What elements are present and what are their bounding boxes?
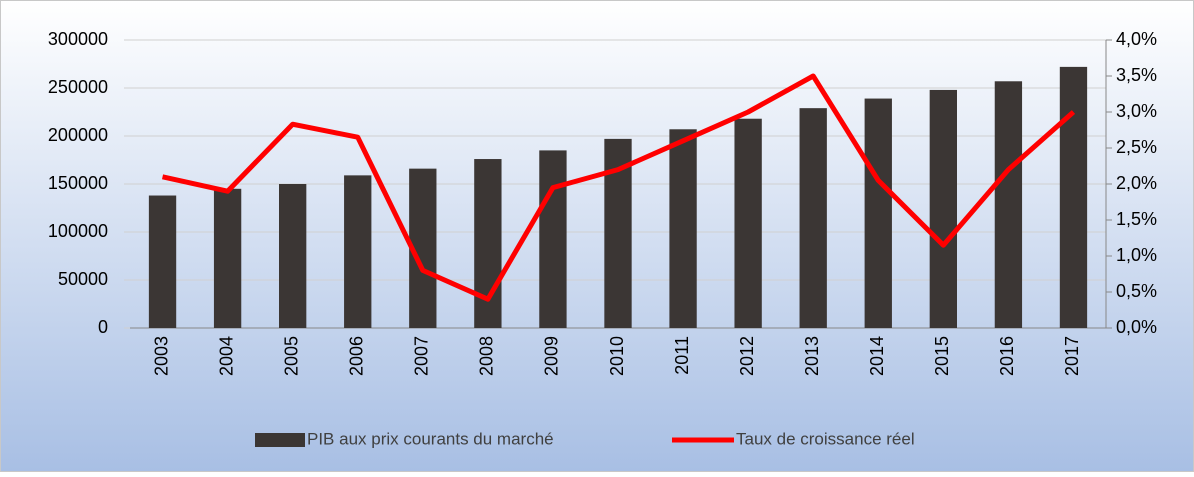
bar — [279, 184, 307, 328]
bar — [929, 89, 957, 328]
x-tick-label: 2003 — [151, 336, 171, 376]
x-tick-label: 2005 — [281, 336, 301, 376]
bar — [539, 150, 567, 328]
line — [161, 73, 1076, 302]
y2-tick-label: 1,5% — [1116, 209, 1157, 229]
y-tick-label: 100000 — [48, 221, 108, 241]
bar — [213, 188, 242, 328]
y2-tick-label: 0,5% — [1116, 281, 1157, 301]
bar — [474, 159, 502, 328]
x-tick-label: 2012 — [737, 336, 757, 376]
legend-label: Taux de croissance réel — [736, 429, 915, 448]
bar — [734, 118, 762, 328]
y-tick-label: 300000 — [48, 29, 108, 49]
bar — [1059, 66, 1088, 328]
x-tick-label: 2010 — [607, 336, 627, 376]
x-tick-label: 2006 — [346, 336, 366, 376]
x-tick-label: 2011 — [672, 336, 692, 375]
y-tick-label: 150000 — [48, 173, 108, 193]
bar — [344, 175, 372, 328]
bar — [799, 108, 827, 328]
y2-tick-label: 0,0% — [1116, 317, 1157, 337]
legend-label: PIB aux prix courants du marché — [307, 429, 554, 448]
y-tick-label: 50000 — [58, 269, 108, 289]
x-tick-label: 2014 — [867, 336, 887, 376]
x-tick-label: 2004 — [216, 336, 236, 376]
bar — [994, 81, 1023, 328]
x-tick-label: 2015 — [932, 336, 952, 376]
bar — [148, 195, 177, 328]
x-tick-label: 2016 — [997, 336, 1017, 376]
y2-tick-label: 2,0% — [1116, 173, 1157, 193]
x-tick-label: 2008 — [477, 336, 497, 376]
y2-tick-label: 1,0% — [1116, 245, 1157, 265]
x-tick-label: 2013 — [802, 336, 822, 376]
y-tick-label: 250000 — [48, 77, 108, 97]
y-tick-label: 200000 — [48, 125, 108, 145]
y-tick-label: 0 — [98, 317, 108, 337]
x-tick-label: 2009 — [542, 336, 562, 376]
y2-tick-label: 3,0% — [1116, 101, 1157, 121]
legend-swatch — [255, 433, 305, 447]
y2-tick-label: 3,5% — [1116, 65, 1157, 85]
y2-tick-label: 2,5% — [1116, 137, 1157, 157]
x-tick-label: 2017 — [1062, 336, 1082, 376]
y2-tick-label: 4,0% — [1116, 29, 1157, 49]
bar — [864, 98, 892, 328]
bar — [669, 129, 697, 328]
x-tick-label: 2007 — [412, 336, 432, 376]
